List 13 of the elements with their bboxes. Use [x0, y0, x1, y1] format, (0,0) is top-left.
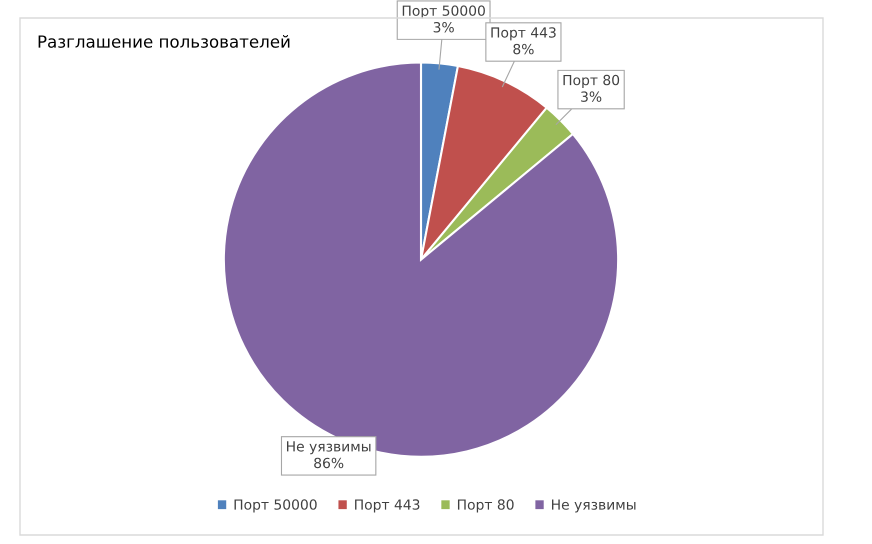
- slice-label: Порт 443: [491, 27, 556, 40]
- slice-label: Порт 50000: [402, 5, 485, 19]
- data-label: 3%: [581, 91, 602, 102]
- data-label: 3%: [434, 22, 454, 33]
- legend-label: Не уязвимы: [552, 499, 636, 512]
- slice-label: Порт 80: [563, 74, 620, 88]
- data-label: 86%: [314, 458, 344, 468]
- legend-label: Порт 50000: [234, 499, 317, 512]
- legend-label: Порт 443: [355, 499, 420, 512]
- data-label: 8%: [513, 44, 534, 54]
- slice-label: Не уязвимы: [287, 441, 370, 454]
- legend-label: Порт 80: [458, 499, 514, 512]
- text: Разглашение пользователей: [38, 35, 290, 48]
